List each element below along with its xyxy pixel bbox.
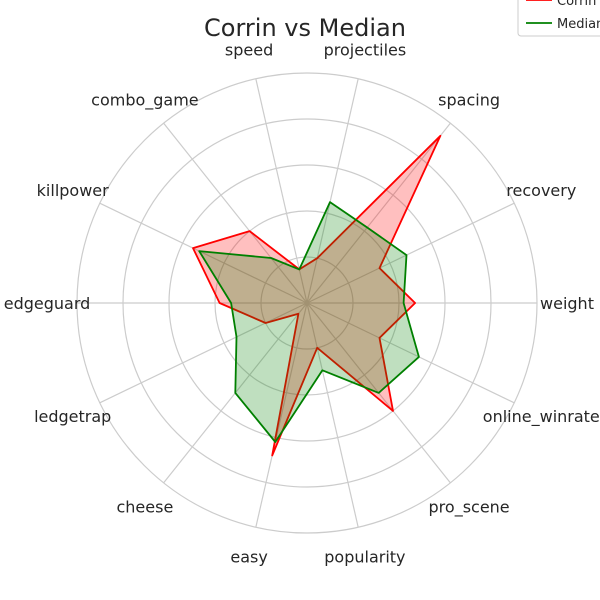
- legend-box: [517, 0, 600, 37]
- axis-labels: weight recovery spacing projectiles speed com…: [4, 41, 600, 567]
- grid: [76, 72, 538, 534]
- axis-label-cheese: cheese: [116, 497, 173, 516]
- axis-label-spacing: spacing: [438, 91, 500, 110]
- axis-label-pro_scene: pro_scene: [429, 497, 510, 517]
- legend: Corrin Median: [517, 0, 600, 37]
- spoke-combo_game: [163, 122, 308, 304]
- chart-title: Corrin vs Median: [204, 14, 406, 42]
- axis-label-speed: speed: [225, 41, 273, 60]
- legend-label-median: Median: [557, 17, 600, 32]
- axis-label-easy: easy: [230, 548, 267, 567]
- spoke-easy: [255, 302, 308, 528]
- axis-label-popularity: popularity: [324, 548, 405, 567]
- spoke-recovery: [306, 202, 515, 304]
- series-layer: [192, 134, 442, 457]
- axis-label-projectiles: projectiles: [324, 41, 407, 60]
- axis-label-combo_game: combo_game: [91, 91, 199, 111]
- axis-label-recovery: recovery: [506, 181, 576, 200]
- spoke-spacing: [306, 122, 451, 304]
- series-area-median: [199, 202, 419, 442]
- spoke-online_winrate: [306, 302, 515, 404]
- spoke-speed: [255, 78, 308, 304]
- axis-label-ledgetrap: ledgetrap: [34, 407, 111, 426]
- axis-label-edgeguard: edgeguard: [4, 294, 91, 313]
- spoke-popularity: [306, 302, 359, 528]
- axis-label-weight: weight: [540, 294, 594, 313]
- spoke-projectiles: [306, 78, 359, 304]
- axis-label-online_winrate: online_winrate: [483, 407, 600, 427]
- series-area-corrin: [193, 135, 441, 456]
- spoke-killpower: [99, 202, 308, 304]
- spoke-ledgetrap: [99, 302, 308, 404]
- legend-label-corrin: Corrin: [557, 0, 596, 9]
- axis-label-killpower: killpower: [37, 181, 109, 200]
